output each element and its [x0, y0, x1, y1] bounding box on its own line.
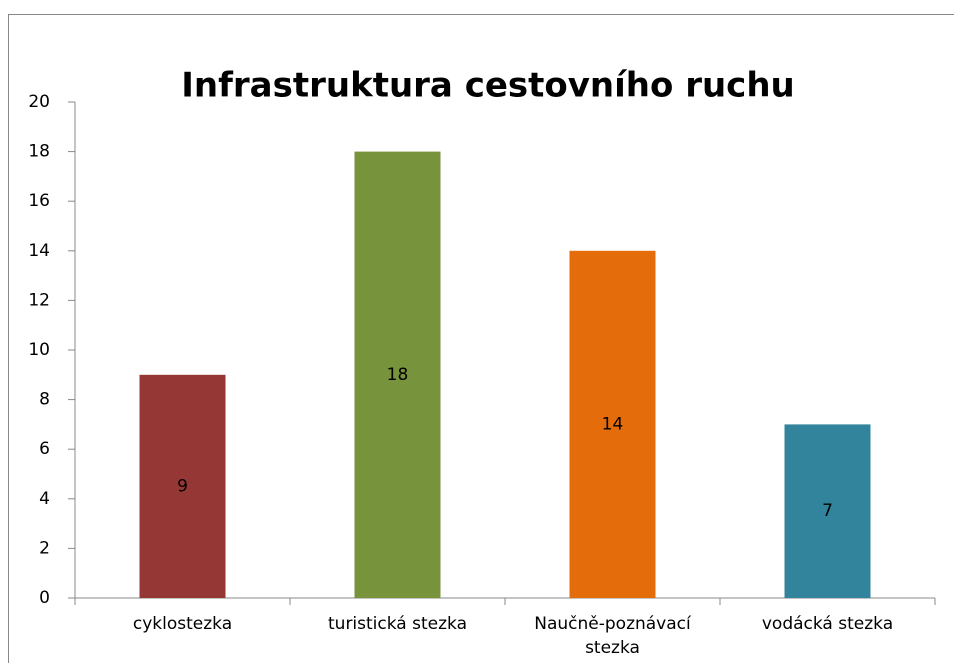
y-tick-label: 8 [39, 390, 50, 410]
y-tick-label: 6 [39, 439, 50, 459]
x-tick-label: cyklostezka [132, 614, 233, 634]
chart-frame [8, 14, 954, 663]
y-tick-label: 0 [39, 588, 50, 608]
data-label: 18 [387, 365, 409, 385]
y-tick-label: 18 [28, 142, 50, 162]
bar [569, 250, 656, 599]
y-tick-label: 2 [39, 538, 50, 558]
bar [354, 151, 441, 598]
y-tick-label: 4 [39, 489, 50, 509]
y-tick-label: 14 [28, 241, 50, 261]
bar [784, 424, 871, 598]
y-tick-label: 16 [28, 191, 50, 211]
data-label: 7 [822, 501, 833, 521]
y-tick-label: 20 [28, 92, 50, 112]
data-label: 14 [602, 414, 624, 434]
x-tick-label: Naučně-poznávací stezka [534, 614, 691, 658]
data-label: 9 [177, 476, 188, 496]
bar [139, 374, 226, 598]
x-tick-label: vodácká stezka [761, 614, 894, 634]
y-tick-label: 10 [28, 340, 50, 360]
y-tick-label: 12 [28, 290, 50, 310]
x-tick-label: turistická stezka [328, 614, 467, 634]
chart-title: Infrastruktura cestovního ruchu [181, 66, 794, 106]
